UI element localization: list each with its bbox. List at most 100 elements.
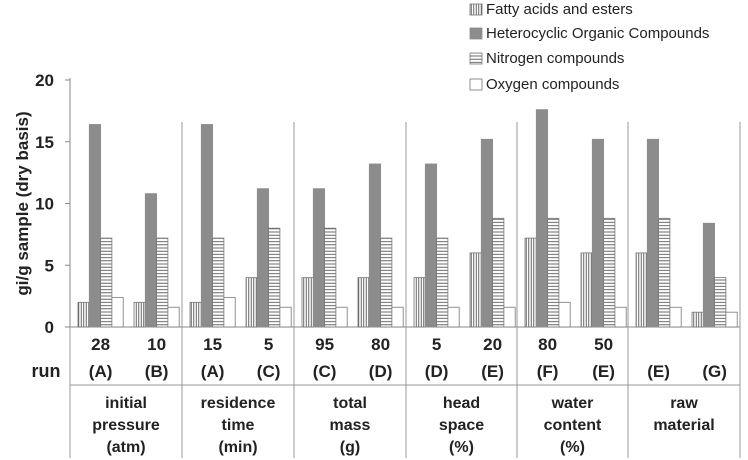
category-label-line: total (333, 395, 367, 412)
run-id-label: (B) (145, 362, 169, 381)
bar-solid-run-2 (144, 193, 158, 328)
run-value-label: 5 (264, 335, 273, 354)
category-label-line: water (551, 395, 594, 412)
bar-hollow-run-5 (335, 306, 348, 328)
bar-vertical-stripes-run-7 (413, 277, 426, 328)
bar-hollow-run-4 (279, 306, 292, 328)
run-id-label: (E) (647, 362, 670, 381)
category-label-line: time (222, 417, 255, 434)
legend-swatch (469, 78, 483, 91)
legend-swatch (469, 52, 483, 65)
run-row-label: run (32, 361, 61, 381)
bar-vertical-stripes-run-10 (580, 252, 593, 328)
legend-label: Oxygen compounds (486, 76, 619, 93)
bar-solid-run-4 (256, 188, 269, 328)
category-label-line: head (443, 395, 480, 412)
run-id-label: (A) (89, 362, 113, 381)
category-label-line: space (439, 417, 484, 434)
bar-hollow-run-8 (503, 306, 516, 328)
bar-solid-run-7 (424, 163, 437, 328)
bar-vertical-stripes-run-8 (469, 252, 482, 328)
bar-hollow-run-1 (111, 296, 124, 328)
bar-vertical-stripes-run-11 (635, 252, 648, 328)
bar-solid-run-1 (88, 124, 102, 328)
legend-label: Fatty acids and esters (486, 1, 633, 18)
run-value-label: 15 (203, 335, 222, 354)
run-value-label: 50 (594, 335, 613, 354)
bar-horizontal-stripes-run-3 (212, 237, 225, 328)
bar-solid-run-3 (200, 124, 214, 328)
run-value-label: 95 (315, 335, 334, 354)
bar-solid-run-10 (591, 138, 604, 328)
run-id-label: (C) (313, 362, 337, 381)
y-tick-label: 0 (45, 318, 54, 337)
category-label-line: (%) (449, 439, 474, 456)
category-label-line: content (544, 417, 602, 434)
bar-vertical-stripes-run-6 (357, 277, 370, 328)
bar-horizontal-stripes-run-8 (492, 217, 505, 328)
category-label-line: residence (201, 395, 276, 412)
bar-horizontal-stripes-run-7 (436, 237, 449, 328)
bar-solid-run-11 (646, 138, 659, 328)
bar-hollow-run-7 (447, 306, 460, 328)
category-label-line: (%) (560, 439, 585, 456)
run-value-label: 28 (91, 335, 110, 354)
category-label-line: (atm) (106, 439, 145, 456)
bar-horizontal-stripes-run-4 (268, 227, 281, 328)
bar-solid-run-8 (480, 138, 493, 328)
category-label-line: mass (330, 417, 371, 434)
bar-hollow-run-10 (614, 306, 627, 328)
bar-horizontal-stripes-run-2 (156, 237, 169, 328)
bar-horizontal-stripes-run-11 (658, 217, 671, 328)
bar-vertical-stripes-run-9 (524, 237, 537, 328)
legend-label: Nitrogen compounds (486, 50, 624, 67)
bar-solid-run-6 (368, 163, 381, 328)
legend-swatch (469, 3, 483, 16)
run-value-label: 20 (483, 335, 502, 354)
y-tick-label: 10 (35, 195, 54, 214)
run-id-label: (E) (592, 362, 615, 381)
run-id-label: (E) (481, 362, 504, 381)
bar-horizontal-stripes-run-1 (100, 237, 113, 328)
legend-swatch (469, 27, 483, 40)
bar-solid-run-5 (312, 188, 325, 328)
run-id-label: (G) (702, 362, 727, 381)
run-id-label: (F) (537, 362, 559, 381)
bar-vertical-stripes-run-4 (245, 277, 258, 328)
run-id-label: (D) (425, 362, 449, 381)
bar-hollow-run-11 (669, 306, 682, 328)
bar-hollow-run-3 (223, 296, 236, 328)
y-tick-label: 15 (35, 133, 54, 152)
bar-solid-run-9 (535, 109, 548, 328)
category-label-line: (min) (218, 439, 257, 456)
y-tick-label: 20 (35, 71, 54, 90)
legend-label: Heterocyclic Organic Compounds (486, 25, 709, 42)
category-label-line: pressure (92, 417, 160, 434)
bar-horizontal-stripes-run-12 (714, 277, 727, 328)
bar-horizontal-stripes-run-10 (603, 217, 616, 328)
run-value-label: 80 (371, 335, 390, 354)
bar-vertical-stripes-run-1 (77, 301, 90, 328)
run-id-label: (D) (369, 362, 393, 381)
bar-vertical-stripes-run-12 (691, 311, 704, 328)
bar-hollow-run-9 (558, 301, 571, 328)
run-value-label: 10 (147, 335, 166, 354)
run-id-label: (C) (257, 362, 281, 381)
bar-vertical-stripes-run-5 (301, 277, 314, 328)
bar-horizontal-stripes-run-5 (324, 227, 337, 328)
bar-hollow-run-12 (725, 311, 738, 328)
bar-solid-run-12 (702, 222, 715, 328)
bar-vertical-stripes-run-3 (189, 301, 202, 328)
bar-hollow-run-6 (391, 306, 404, 328)
bar-horizontal-stripes-run-6 (380, 237, 393, 328)
y-axis-title: gi/g sample (dry basis) (13, 111, 32, 295)
run-value-label: 80 (538, 335, 557, 354)
bar-horizontal-stripes-run-9 (547, 217, 560, 328)
category-label-line: raw (670, 395, 698, 412)
run-value-label: 5 (432, 335, 441, 354)
run-id-label: (A) (201, 362, 225, 381)
bar-hollow-run-2 (167, 306, 180, 328)
y-tick-label: 5 (45, 256, 54, 275)
bar-vertical-stripes-run-2 (133, 301, 146, 328)
